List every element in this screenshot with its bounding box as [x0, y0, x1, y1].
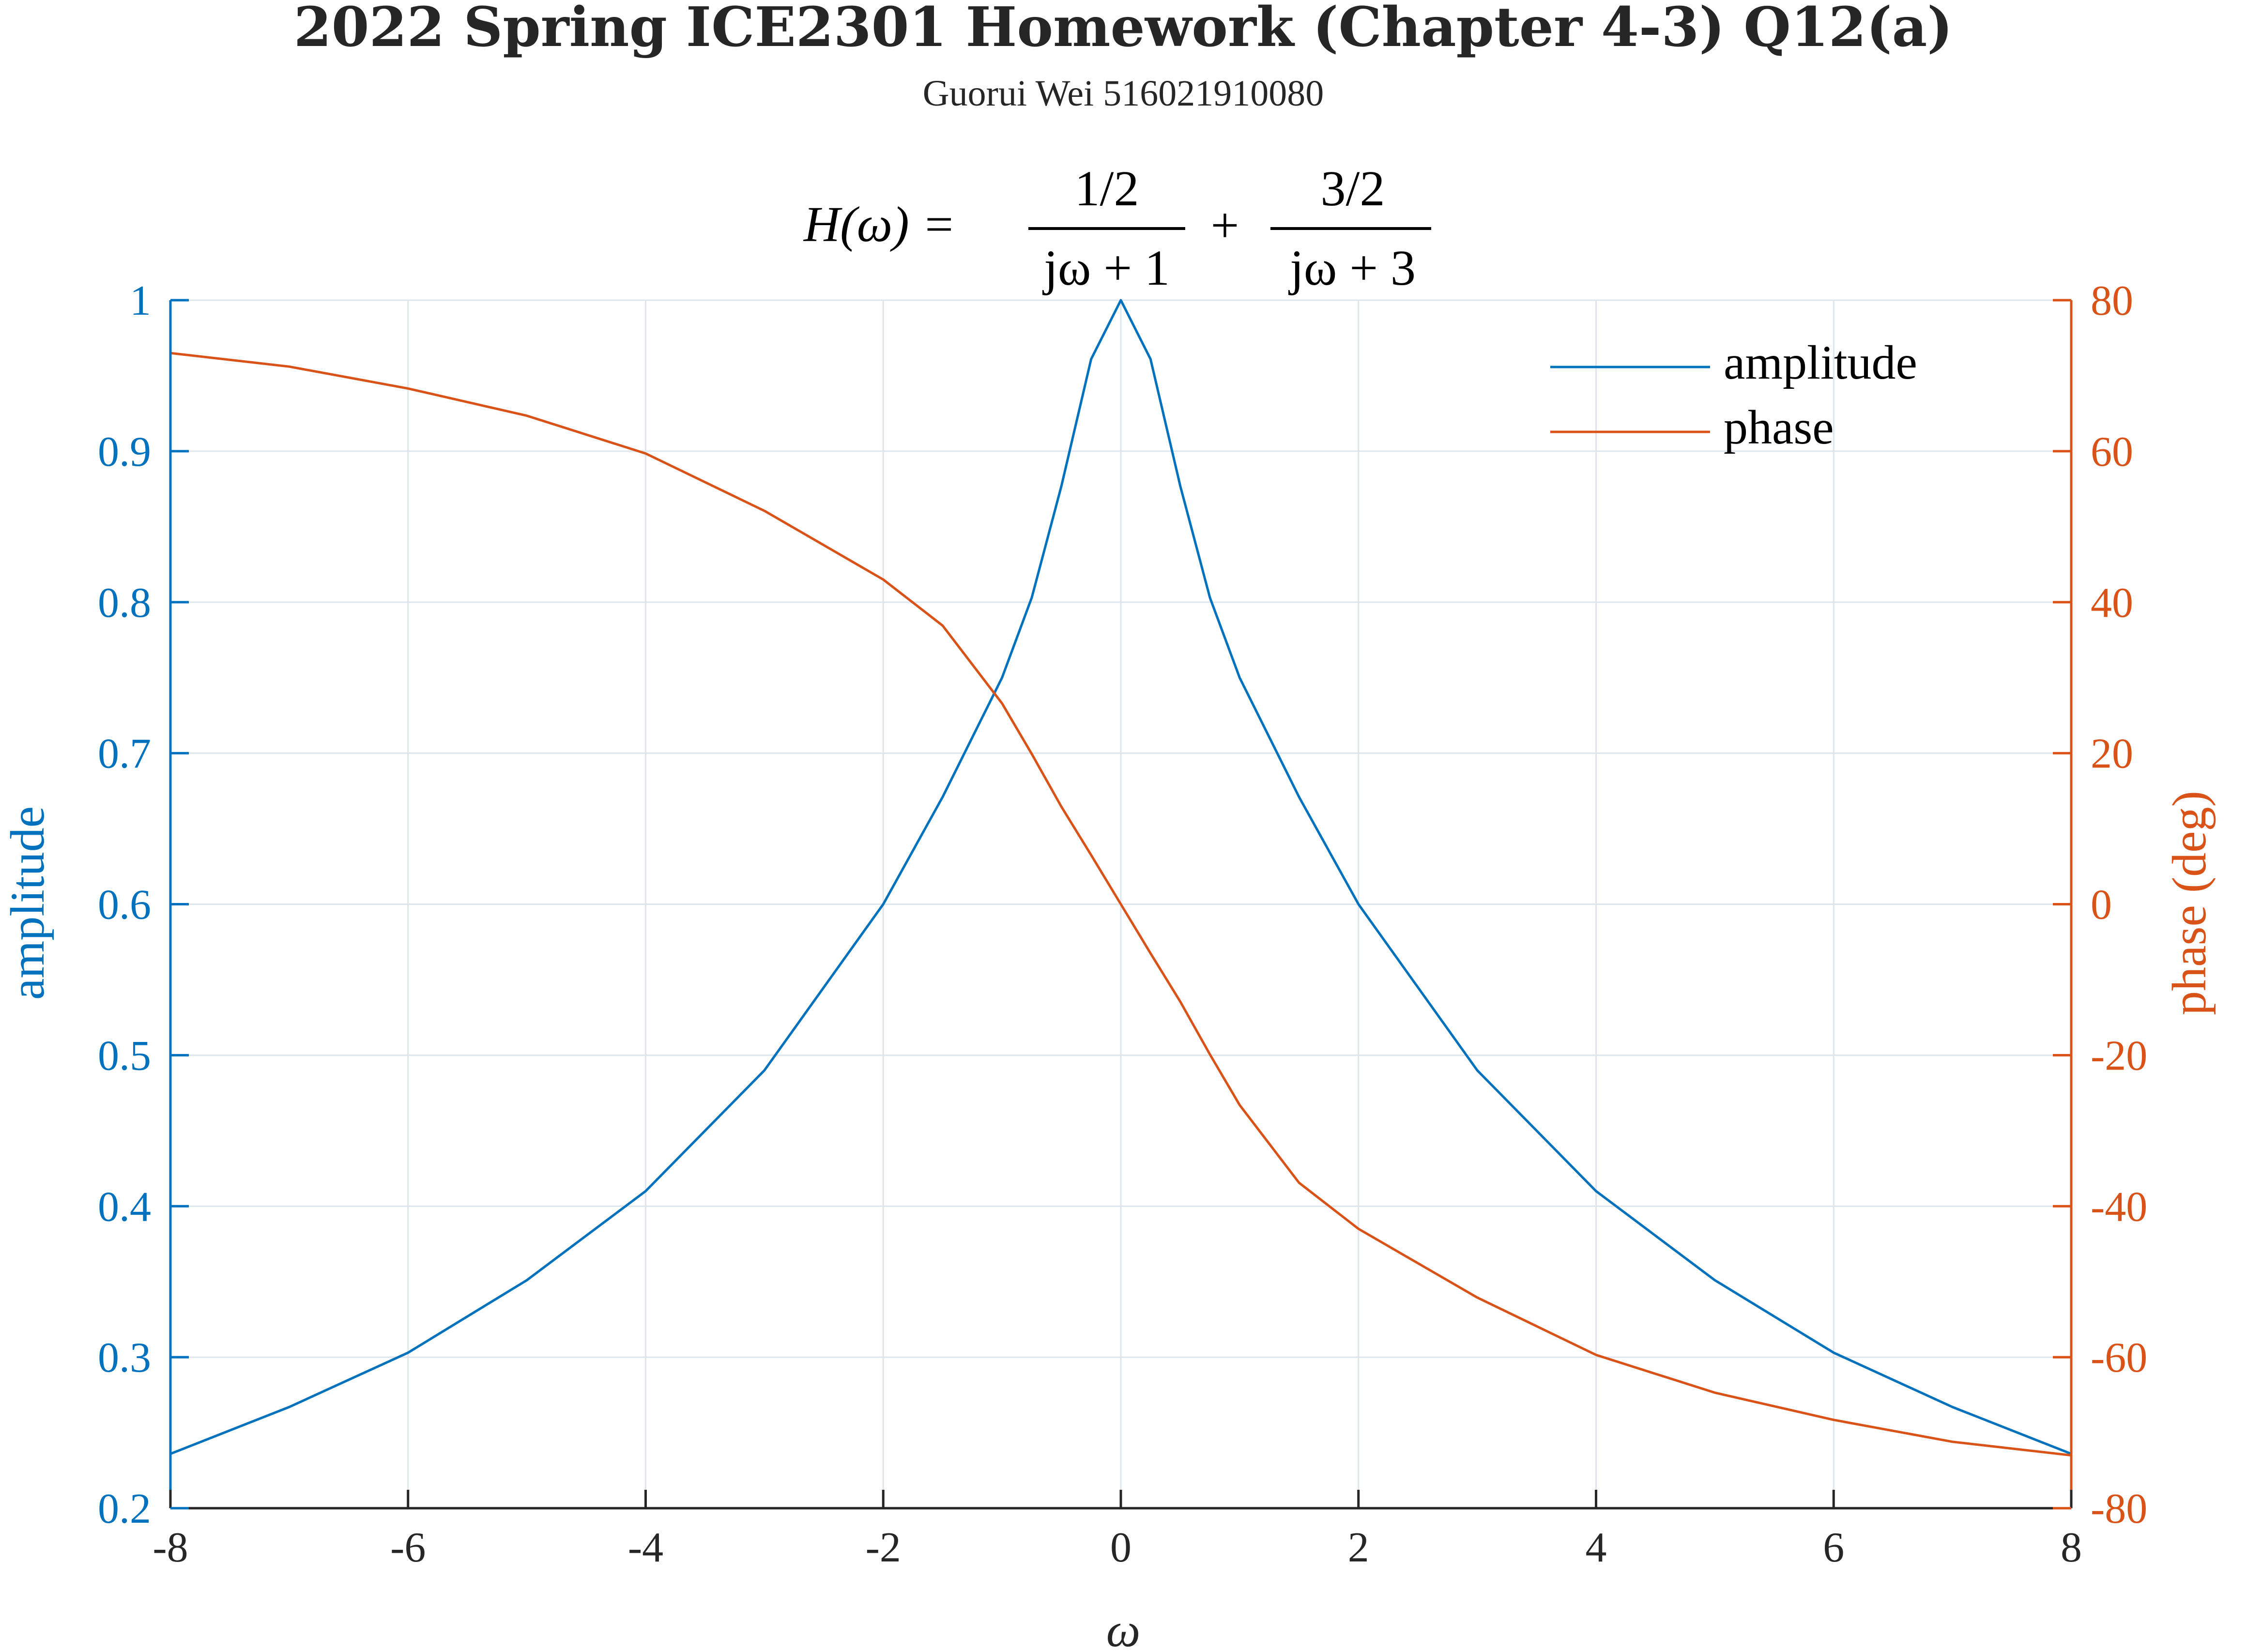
left-y-tick-label: 1: [130, 277, 151, 324]
formula-title: H(ω) = 1/2 jω + 1 + 3/2 jω + 3: [803, 161, 1431, 296]
formula-plus: +: [1211, 198, 1239, 253]
x-tick-label: -8: [153, 1524, 188, 1571]
series-line-amplitude: [170, 299, 2072, 1455]
left-y-tick-label: 0.3: [98, 1334, 151, 1381]
axes: [169, 299, 2073, 1510]
x-tick-label: 6: [1823, 1524, 1844, 1571]
right-y-tick-label: 80: [2091, 277, 2133, 324]
x-tick-label: 8: [2061, 1524, 2082, 1571]
x-tick-label: -2: [866, 1524, 901, 1571]
left-y-tick-label: 0.4: [98, 1183, 151, 1230]
x-tick-label: -6: [390, 1524, 426, 1571]
x-tick-label: 4: [1586, 1524, 1607, 1571]
left-y-tick-label: 0.2: [98, 1485, 151, 1532]
legend-label-amplitude: amplitude: [1724, 336, 1917, 389]
right-y-tick-label: -60: [2091, 1334, 2147, 1381]
left-y-tick-label: 0.8: [98, 580, 151, 627]
x-tick-label: -4: [628, 1524, 663, 1571]
legend: amplitude phase: [1550, 336, 1917, 454]
formula-term2-numerator: 3/2: [1321, 161, 1385, 216]
left-y-tick-label: 0.7: [98, 731, 151, 778]
formula-term1-denominator: jω + 1: [1042, 240, 1170, 296]
right-y-tick-label: 20: [2091, 731, 2133, 778]
left-y-tick-label: 0.5: [98, 1032, 151, 1079]
plot-lines: [170, 299, 2072, 1457]
formula-term1-numerator: 1/2: [1075, 161, 1139, 216]
right-y-axis-label: phase (deg): [2162, 791, 2216, 1015]
series-line-phase: [170, 352, 2072, 1457]
figure-title: 2022 Spring ICE2301 Homework (Chapter 4-…: [294, 0, 1953, 59]
right-y-tick-label: -40: [2091, 1183, 2147, 1230]
left-y-tick-label: 0.6: [98, 882, 151, 929]
right-y-tick-label: -80: [2091, 1485, 2147, 1532]
legend-label-phase: phase: [1724, 400, 1834, 454]
formula-lhs: H(ω) =: [803, 197, 956, 252]
x-tick-label: 0: [1110, 1524, 1131, 1571]
x-tick-label: 2: [1348, 1524, 1369, 1571]
tick-labels: -8 -6 -4 -2 0 2 4 6 80.20.30.40.50.60.70.80.91-8…: [98, 277, 2147, 1571]
left-y-axis-label: amplitude: [0, 806, 54, 1000]
left-y-tick-label: 0.9: [98, 428, 151, 475]
right-y-tick-label: 0: [2091, 882, 2112, 929]
right-y-tick-label: 60: [2091, 428, 2133, 475]
x-axis-label: ω: [1106, 1603, 1141, 1652]
right-y-tick-label: 40: [2091, 580, 2133, 627]
formula-term2-denominator: jω + 3: [1288, 240, 1416, 296]
right-y-tick-label: -20: [2091, 1032, 2147, 1079]
figure-subtitle: Guorui Wei 516021910080: [923, 73, 1324, 114]
